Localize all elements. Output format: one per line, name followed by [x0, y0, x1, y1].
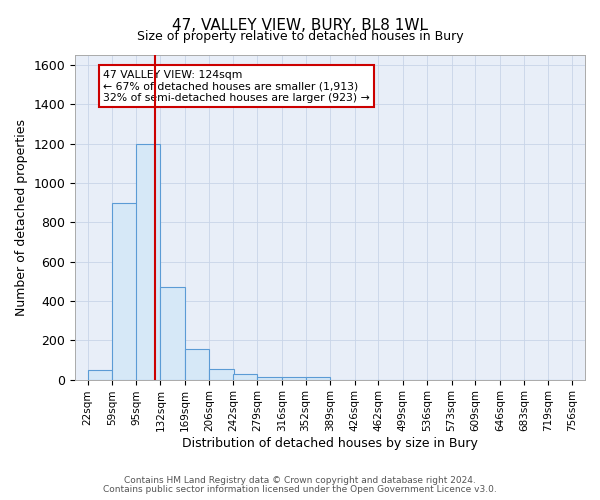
Bar: [305, 377, 330, 380]
Bar: [185, 349, 209, 380]
Y-axis label: Number of detached properties: Number of detached properties: [15, 119, 28, 316]
Bar: [160, 287, 185, 380]
Text: 47, VALLEY VIEW, BURY, BL8 1WL: 47, VALLEY VIEW, BURY, BL8 1WL: [172, 18, 428, 32]
Text: Contains public sector information licensed under the Open Government Licence v3: Contains public sector information licen…: [103, 485, 497, 494]
Bar: [233, 374, 257, 380]
Bar: [282, 376, 307, 380]
Bar: [209, 369, 233, 380]
Bar: [88, 370, 112, 380]
Bar: [136, 144, 160, 380]
Bar: [257, 376, 282, 380]
Text: 47 VALLEY VIEW: 124sqm
← 67% of detached houses are smaller (1,913)
32% of semi-: 47 VALLEY VIEW: 124sqm ← 67% of detached…: [103, 70, 370, 103]
Text: Size of property relative to detached houses in Bury: Size of property relative to detached ho…: [137, 30, 463, 43]
X-axis label: Distribution of detached houses by size in Bury: Distribution of detached houses by size …: [182, 437, 478, 450]
Bar: [112, 202, 137, 380]
Text: Contains HM Land Registry data © Crown copyright and database right 2024.: Contains HM Land Registry data © Crown c…: [124, 476, 476, 485]
